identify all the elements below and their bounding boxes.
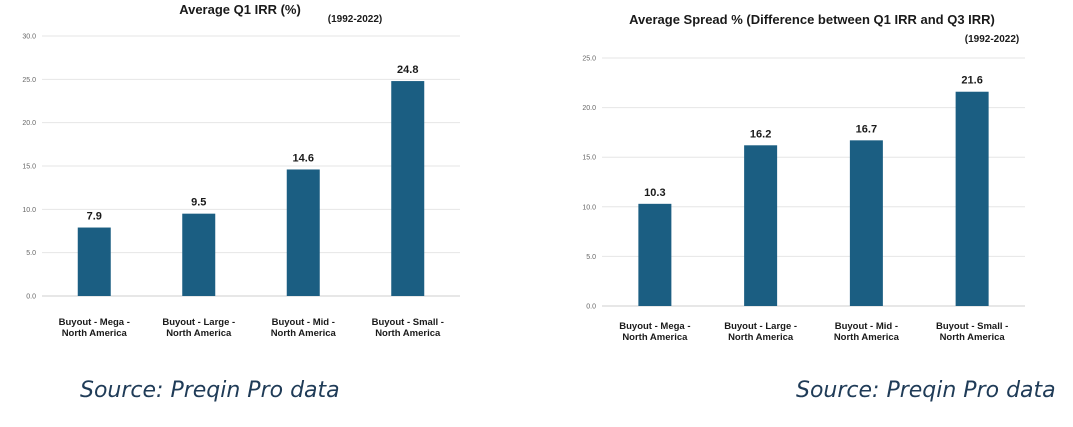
source-caption-right: Source: Preqin Pro data [796,378,1056,403]
data-label: 7.9 [87,211,102,223]
chart-right: Average Spread % (Difference between Q1 … [540,0,1073,360]
chart-left: Average Q1 IRR (%) (1992-2022) 0.0 5.0 10.0 1… [0,0,480,360]
data-label: 9.5 [191,197,206,209]
category-label: Buyout - Small - [936,321,1008,332]
bar [744,145,778,306]
source-caption-left: Source: Preqin Pro data [80,378,340,403]
y-tick-label: 15.0 [22,164,36,171]
data-label: 21.6 [961,75,982,87]
category-label: Buyout - Mega - [619,321,690,332]
bar [849,140,883,306]
category-label: Buyout - Mid - [835,321,898,332]
chart-subtitle: (1992-2022) [328,14,382,25]
category-label: North America [375,328,441,339]
bar [638,203,672,306]
bar-chart-right: Average Spread % (Difference between Q1 … [582,12,1025,343]
category-label: Buyout - Mega - [59,317,130,328]
y-tick-label: 10.0 [582,204,596,211]
y-tick-label: 5.0 [26,250,36,257]
bar [391,81,425,296]
category-label: North America [622,332,688,343]
y-tick-label: 5.0 [586,254,596,261]
data-label: 16.2 [750,128,771,140]
chart-subtitle: (1992-2022) [965,34,1019,45]
bar [286,169,320,296]
y-tick-label: 20.0 [582,105,596,112]
y-tick-label: 0.0 [26,294,36,301]
bar-chart-left: Average Q1 IRR (%) (1992-2022) 0.0 5.0 10.0 1… [22,2,460,339]
category-label: North America [728,332,794,343]
y-tick-label: 25.0 [22,77,36,84]
category-label: Buyout - Large - [162,317,235,328]
y-tick-label: 15.0 [582,155,596,162]
category-label: Buyout - Mid - [272,317,335,328]
data-label: 16.7 [856,123,877,135]
data-label: 10.3 [644,187,665,199]
category-label: North America [834,332,900,343]
data-label: 24.8 [397,64,418,76]
category-label: Buyout - Large - [724,321,797,332]
data-label: 14.6 [293,152,314,164]
chart-title: Average Q1 IRR (%) [179,2,301,17]
bar [955,91,989,306]
category-label: Buyout - Small - [372,317,444,328]
category-label: North America [62,328,128,339]
y-tick-label: 20.0 [22,120,36,127]
category-label: North America [166,328,232,339]
y-tick-label: 25.0 [582,56,596,63]
y-tick-label: 0.0 [586,304,596,311]
bar [182,213,216,296]
y-tick-label: 30.0 [22,34,36,41]
bar [77,227,111,296]
chart-title: Average Spread % (Difference between Q1 … [629,12,995,27]
category-label: North America [940,332,1006,343]
y-tick-label: 10.0 [22,207,36,214]
category-label: North America [271,328,337,339]
